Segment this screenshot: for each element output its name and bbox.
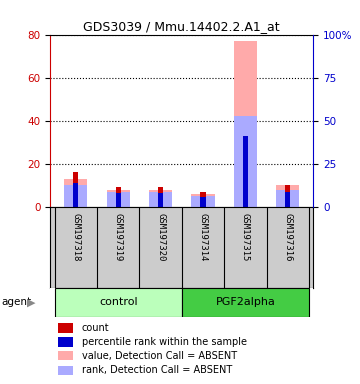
Bar xyxy=(64,185,87,207)
Text: control: control xyxy=(99,297,138,307)
Bar xyxy=(73,183,78,207)
Text: PGF2alpha: PGF2alpha xyxy=(215,297,275,307)
Text: count: count xyxy=(82,323,109,333)
Bar xyxy=(158,193,163,207)
Text: rank, Detection Call = ABSENT: rank, Detection Call = ABSENT xyxy=(82,366,232,376)
Text: GSM197319: GSM197319 xyxy=(114,213,123,262)
Bar xyxy=(276,185,300,207)
Text: percentile rank within the sample: percentile rank within the sample xyxy=(82,337,247,347)
Text: GSM197316: GSM197316 xyxy=(283,213,292,262)
Bar xyxy=(285,185,290,207)
Bar xyxy=(149,192,172,207)
Bar xyxy=(158,187,163,207)
Bar xyxy=(201,192,206,207)
Title: GDS3039 / Mmu.14402.2.A1_at: GDS3039 / Mmu.14402.2.A1_at xyxy=(84,20,280,33)
Text: GSM197315: GSM197315 xyxy=(241,213,250,262)
Text: GSM197320: GSM197320 xyxy=(156,213,165,262)
Bar xyxy=(149,190,172,207)
Bar xyxy=(116,193,121,207)
Text: value, Detection Call = ABSENT: value, Detection Call = ABSENT xyxy=(82,351,237,361)
Bar xyxy=(234,41,257,207)
Bar xyxy=(243,136,248,207)
Bar xyxy=(73,172,78,207)
Bar xyxy=(55,288,182,317)
Bar xyxy=(182,288,309,317)
Text: agent: agent xyxy=(2,297,32,307)
Bar xyxy=(276,190,300,207)
Bar xyxy=(58,323,73,333)
Bar xyxy=(107,192,130,207)
Bar xyxy=(58,337,73,347)
Bar xyxy=(234,116,257,207)
Bar xyxy=(116,187,121,207)
Bar xyxy=(64,179,87,207)
Text: ▶: ▶ xyxy=(27,297,36,307)
Bar xyxy=(58,366,73,375)
Bar xyxy=(191,196,215,207)
Bar xyxy=(58,351,73,360)
Bar xyxy=(201,197,206,207)
Bar xyxy=(191,194,215,207)
Bar xyxy=(285,192,290,207)
Bar xyxy=(243,206,248,207)
Text: GSM197314: GSM197314 xyxy=(198,213,207,262)
Bar xyxy=(107,190,130,207)
Text: GSM197318: GSM197318 xyxy=(71,213,80,262)
